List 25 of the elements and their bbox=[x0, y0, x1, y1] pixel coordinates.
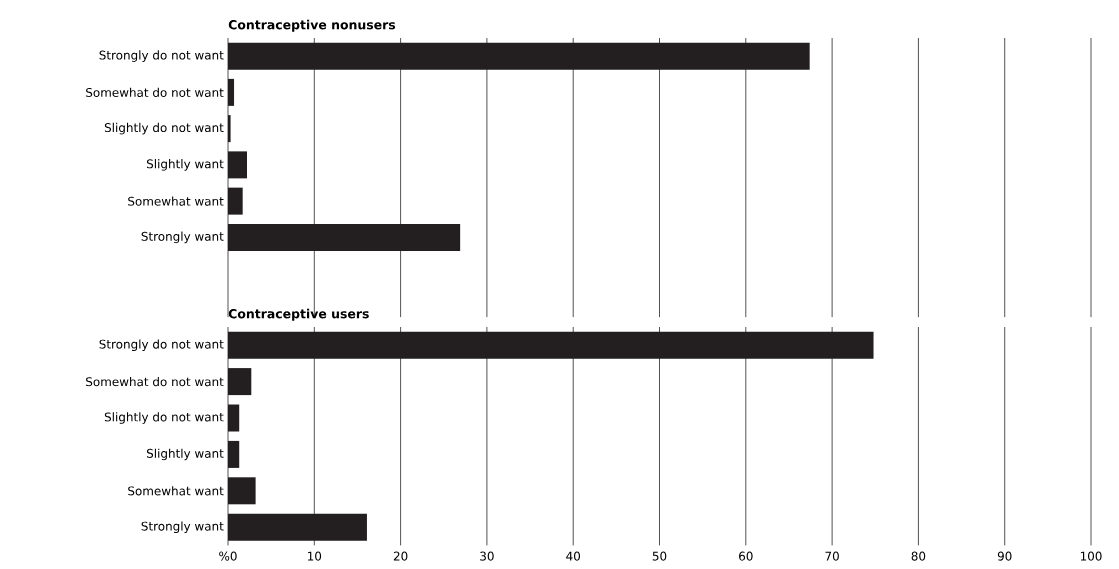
x-tick-label: 50 bbox=[652, 551, 667, 561]
x-tick-label: 20 bbox=[393, 551, 408, 561]
y-tick-label: Somewhat do not want bbox=[86, 376, 224, 387]
x-tick-label: 80 bbox=[911, 551, 926, 561]
y-tick-label: Strongly do not want bbox=[99, 339, 224, 351]
y-tick-label: Slightly want bbox=[146, 159, 224, 171]
x-tick-label: 70 bbox=[825, 551, 839, 561]
y-tick-label: Strongly want bbox=[141, 521, 224, 533]
y-tick-label: Somewhat want bbox=[128, 486, 224, 496]
x-tick-label: 10 bbox=[308, 551, 322, 561]
y-tick-label: Strongly do not want bbox=[99, 50, 224, 62]
y-tick-label: Somewhat do not want bbox=[86, 87, 224, 98]
x-tick-label: %0 bbox=[219, 551, 237, 561]
x-tick-label: 100 bbox=[1080, 551, 1102, 561]
x-tick-label: 90 bbox=[997, 551, 1012, 561]
y-tick-label: Somewhat want bbox=[128, 196, 224, 206]
y-tick-label: Slightly do not want bbox=[104, 412, 224, 424]
x-tick-label: 40 bbox=[566, 551, 581, 561]
x-tick-label: 30 bbox=[480, 551, 494, 561]
y-tick-label: Slightly do not want bbox=[104, 122, 224, 135]
y-tick-label: Slightly want bbox=[146, 448, 224, 461]
chart-title: Contraceptive nonusers bbox=[228, 19, 396, 32]
chart-title: Contraceptive users bbox=[228, 308, 369, 321]
y-tick-label: Strongly want bbox=[141, 231, 224, 244]
x-tick-label: 60 bbox=[739, 551, 753, 561]
